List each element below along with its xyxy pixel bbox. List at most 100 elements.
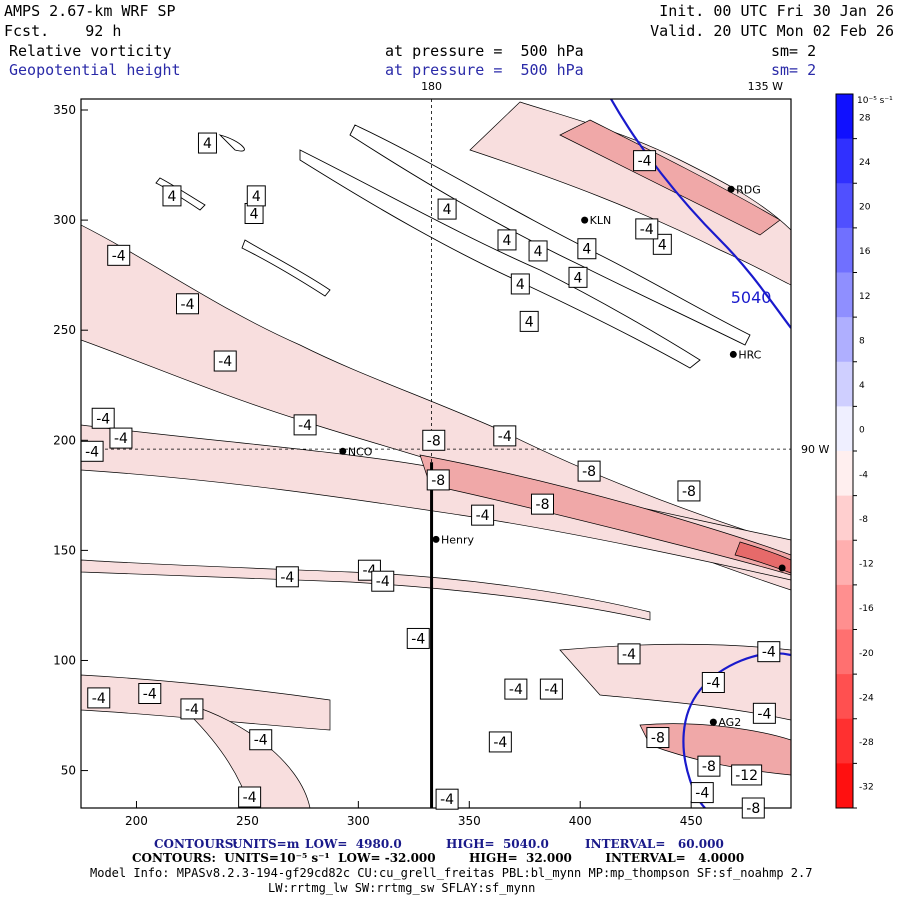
colorbar-tick-label: 20 [859,203,871,213]
vorticity-label: -4 [254,733,268,749]
vorticity-label: -8 [746,801,760,817]
vorticity-label: -4 [280,570,294,586]
vorticity-label: -4 [695,786,709,802]
vorticity-label-box [176,293,199,315]
vorticity-label: 4 [168,189,177,205]
colorbar-tick-label: -4 [859,470,868,480]
colorbar-tick-label: -16 [859,604,874,614]
colorbar-segment [836,584,853,630]
vorticity-label: -8 [431,473,445,489]
vorticity-label: 4 [582,242,591,258]
vorticity-label-box [406,627,430,649]
colorbar-segment [836,361,853,407]
vorticity-label: -4 [638,154,652,170]
colorbar-tick-label: 16 [859,247,871,257]
height-contour-upper [610,99,791,329]
vorticity-label: 4 [574,270,583,286]
vorticity-label-box [635,218,659,240]
vorticity-label-box [646,727,670,749]
vorticity-label: -4 [85,444,99,460]
vorticity-label: -4 [762,645,776,661]
vorticity-label-box [528,240,548,262]
field2-level: at pressure = 500 hPa [385,61,584,79]
vorticity-label: 4 [658,237,667,253]
colorbar-tick-label: 24 [859,158,871,168]
vorticity-label-box [752,702,776,724]
x-tick-label: 250 [236,814,259,828]
y-tick-label: 150 [53,543,76,557]
vorticity-label: -4 [757,706,771,722]
x-tick-label: 350 [458,814,481,828]
vorticity-label: 4 [203,136,212,152]
vorticity-label-box [617,643,641,665]
init-time: Init. 00 UTC Fri 30 Jan 26 [659,2,894,20]
colorbar-segment [836,272,853,318]
y-tick-label: 200 [53,433,76,447]
colorbar-segment [836,317,853,363]
vorticity-label: -4 [544,682,558,698]
colorbar-tick-label: 8 [859,336,865,346]
vorticity-label: -4 [622,647,636,663]
vorticity-label-box [109,427,133,449]
vorticity-label-box [577,238,597,260]
colorbar-segment [836,451,853,497]
vorticity-band-2 [419,454,791,576]
vorticity-band-3 [734,541,791,574]
vorticity-label-box [426,469,450,491]
vorticity-label: -4 [440,792,454,808]
vorticity-label: -4 [498,429,512,445]
contours1-low: LOW= 4980.0 [305,837,402,851]
colorbar-segment [836,183,853,229]
colorbar-segment [836,674,853,720]
station-marker [709,718,717,726]
vorticity-label-box [510,273,530,295]
height-contour-label: 5040 [731,288,772,307]
vorticity-label-box [422,429,446,451]
vorticity-label-box [249,729,273,751]
colorbar-tick-label: 0 [859,426,865,436]
vorticity-label: -4 [706,675,720,691]
contours1-interval: INTERVAL= 60.000 [585,837,724,851]
station-label: KLN [590,214,612,227]
colorbar-tick-label: 12 [859,292,870,302]
vorticity-label-box [87,687,111,709]
y-tick-label: 250 [53,323,76,337]
vorticity-label-box [180,698,204,720]
vorticity-label-box [107,244,131,266]
x-tick-label: 450 [680,814,703,828]
plot-area [81,99,791,808]
colorbar-segment [836,763,853,809]
vorticity-label: -4 [112,248,126,264]
vorticity-label-box [731,764,763,786]
station-marker [727,185,735,193]
x-tick-label: 400 [569,814,592,828]
vorticity-label-box [677,480,701,502]
vorticity-label-box [293,414,317,436]
x-tick-label: 300 [347,814,370,828]
positive-contour-3 [241,239,331,297]
y-tick-label: 100 [53,653,76,667]
vorticity-label: -4 [509,682,523,698]
vorticity-label-box [697,755,721,777]
vorticity-label: 4 [503,233,512,249]
vorticity-label-box [435,788,459,810]
model-title: AMPS 2.67-km WRF SP [4,2,176,20]
vorticity-label-box [80,440,104,462]
vorticity-label: 4 [443,202,452,218]
colorbar-tick-label: -28 [859,738,874,748]
model-info-physics: LW:rrtmg_lw SW:rrtmg_sw SFLAY:sf_mynn [268,881,536,895]
vorticity-label: 4 [525,314,534,330]
station-label: NCO [348,445,373,458]
vorticity-label: -4 [185,702,199,718]
vorticity-label-box [539,678,563,700]
vorticity-label: 4 [534,244,543,260]
station-marker [339,447,347,455]
valid-time: Valid. 20 UTC Mon 02 Feb 26 [650,22,894,40]
vorticity-band-10 [81,559,651,621]
contours1-units: UNITS=m [232,837,300,851]
vorticity-label: -8 [651,731,665,747]
contours1-high: HIGH= 5040.0 [446,837,549,851]
colorbar-tick-label: 4 [859,381,865,391]
vorticity-label: -4 [114,431,128,447]
vorticity-label-box [504,678,528,700]
